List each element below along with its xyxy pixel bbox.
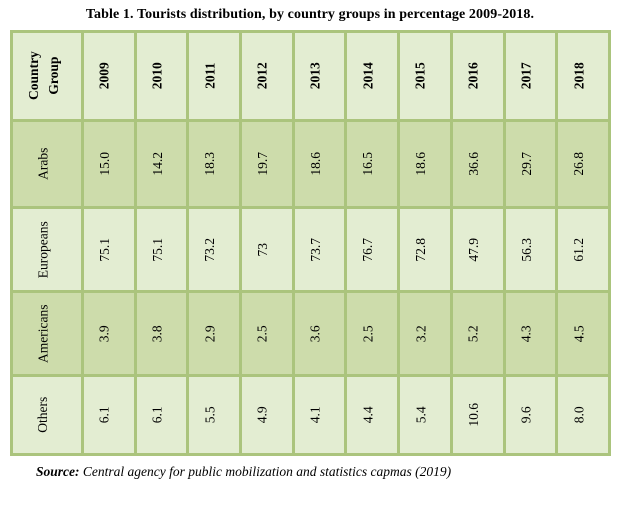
value-cell: 9.6 (502, 374, 559, 456)
value-cell: 76.7 (344, 206, 401, 293)
source-note: Source: Central agency for public mobili… (36, 464, 620, 480)
source-text: Central agency for public mobilization a… (82, 464, 452, 479)
value-cell: 14.2 (133, 119, 190, 209)
value-cell: 10.6 (449, 374, 506, 456)
value-cell: 6.1 (81, 374, 137, 456)
value-cell: 3.8 (133, 290, 190, 377)
value-cell: 4.5 (555, 290, 611, 377)
value-cell: 5.2 (449, 290, 506, 377)
table-row-arabs: Arabs 15.0 14.2 18.3 19.7 18.6 16.5 18.6… (10, 119, 611, 209)
value-cell: 16.5 (344, 119, 401, 209)
year-header-2014: 2014 (344, 30, 401, 122)
value-cell: 3.6 (291, 290, 348, 377)
row-label-others: Others (10, 374, 84, 456)
value-cell: 18.6 (291, 119, 348, 209)
year-header-2018: 2018 (555, 30, 611, 122)
year-header-2009: 2009 (81, 30, 137, 122)
header-row: Country Group 2009 2010 2011 2012 2013 20… (10, 30, 611, 122)
year-header-2011: 2011 (186, 30, 243, 122)
row-label-arabs: Arabs (10, 119, 84, 209)
year-header-2016: 2016 (449, 30, 506, 122)
year-header-2012: 2012 (239, 30, 295, 122)
value-cell: 5.4 (397, 374, 453, 456)
value-cell: 56.3 (502, 206, 559, 293)
corner-header-text: Country Group (23, 52, 62, 101)
value-cell: 73 (239, 206, 295, 293)
corner-line-1: Country (25, 51, 41, 101)
year-header-2015: 2015 (397, 30, 453, 122)
value-cell: 4.4 (344, 374, 401, 456)
value-cell: 72.8 (397, 206, 453, 293)
value-cell: 75.1 (81, 206, 137, 293)
value-cell: 18.6 (397, 119, 453, 209)
value-cell: 73.2 (186, 206, 243, 293)
value-cell: 6.1 (133, 374, 190, 456)
row-label-europeans: Europeans (10, 206, 84, 293)
row-label-americans: Americans (10, 290, 84, 377)
value-cell: 3.9 (81, 290, 137, 377)
value-cell: 73.7 (291, 206, 348, 293)
table-caption: Table 1. Tourists distribution, by count… (85, 7, 535, 22)
value-cell: 4.3 (502, 290, 559, 377)
table-row-americans: Americans 3.9 3.8 2.9 2.5 3.6 2.5 3.2 5.… (10, 290, 611, 377)
value-cell: 2.5 (239, 290, 295, 377)
value-cell: 29.7 (502, 119, 559, 209)
value-cell: 8.0 (555, 374, 611, 456)
year-header-2017: 2017 (502, 30, 559, 122)
value-cell: 5.5 (186, 374, 243, 456)
table-row-europeans: Europeans 75.1 75.1 73.2 73 73.7 76.7 72… (10, 206, 611, 293)
corner-line-2: Group (44, 56, 60, 96)
tourists-distribution-table: Country Group 2009 2010 2011 2012 2013 20… (10, 30, 611, 456)
value-cell: 15.0 (81, 119, 137, 209)
value-cell: 47.9 (449, 206, 506, 293)
table-row-others: Others 6.1 6.1 5.5 4.9 4.1 4.4 5.4 10.6 … (10, 374, 611, 456)
value-cell: 19.7 (239, 119, 295, 209)
value-cell: 18.3 (186, 119, 243, 209)
value-cell: 2.9 (186, 290, 243, 377)
value-cell: 36.6 (449, 119, 506, 209)
value-cell: 4.1 (291, 374, 348, 456)
value-cell: 75.1 (133, 206, 190, 293)
value-cell: 61.2 (555, 206, 611, 293)
value-cell: 2.5 (344, 290, 401, 377)
year-header-2013: 2013 (291, 30, 348, 122)
source-label: Source: (36, 464, 80, 479)
value-cell: 26.8 (555, 119, 611, 209)
value-cell: 3.2 (397, 290, 453, 377)
value-cell: 4.9 (239, 374, 295, 456)
year-header-2010: 2010 (133, 30, 190, 122)
corner-header-cell: Country Group (10, 30, 84, 122)
